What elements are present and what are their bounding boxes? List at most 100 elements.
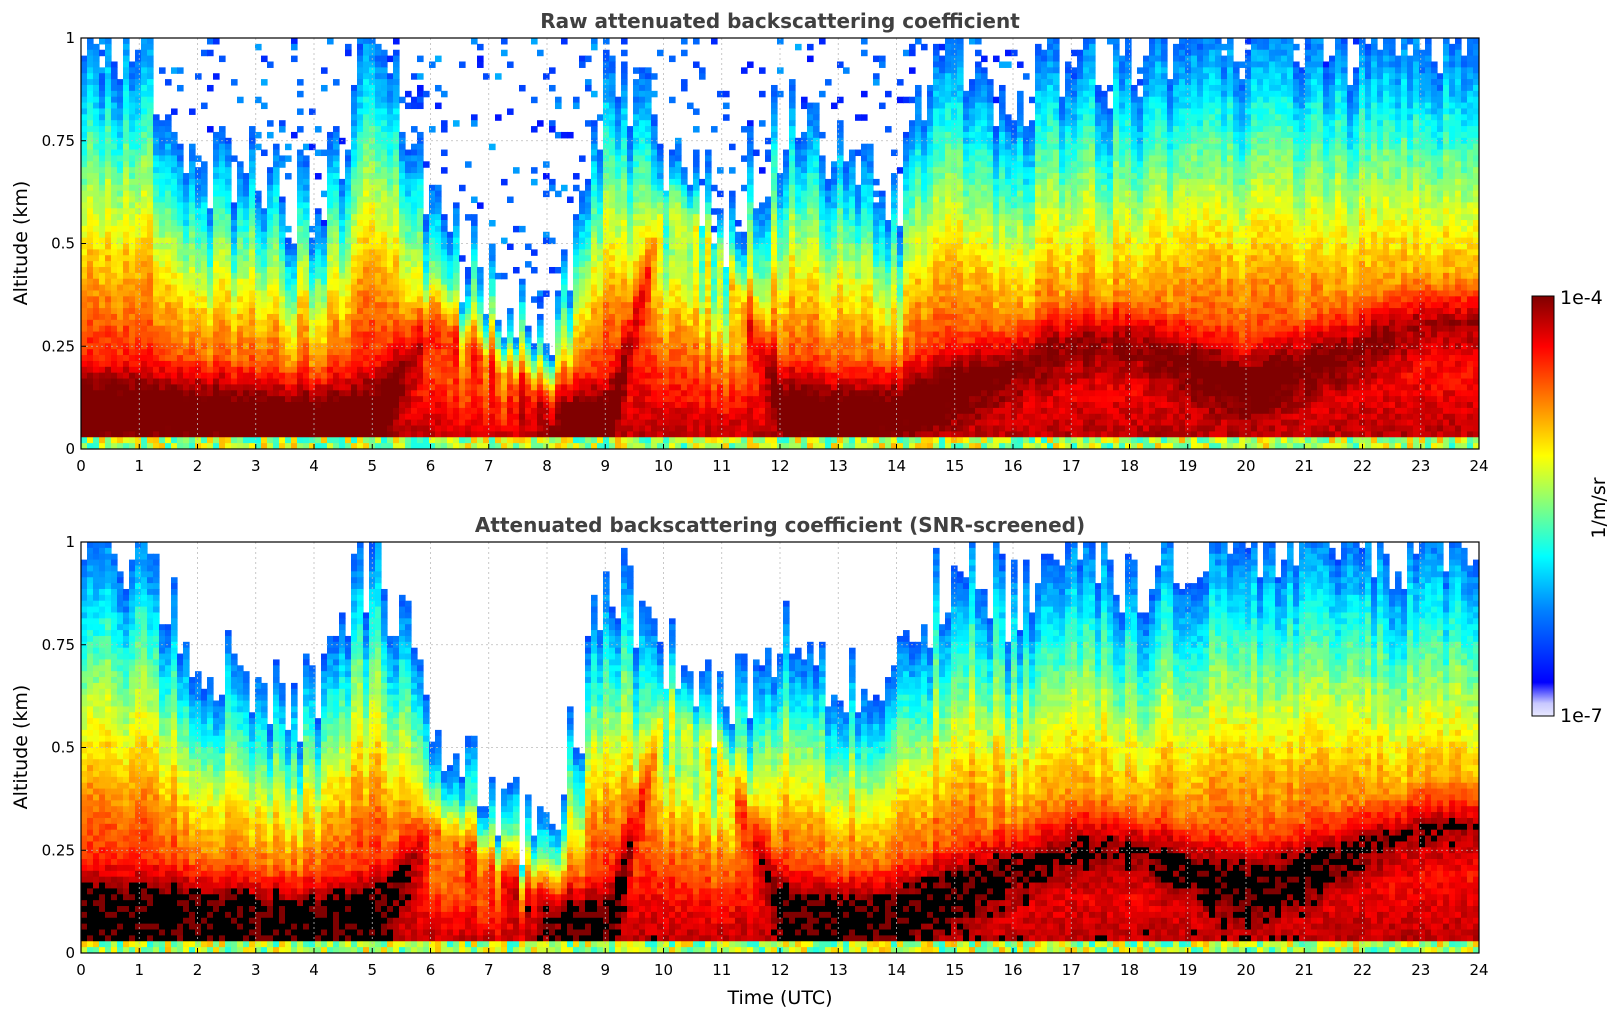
heatmap-cell <box>195 378 202 386</box>
heatmap-cell <box>345 155 352 162</box>
heatmap-cell <box>441 419 448 427</box>
heatmap-cell <box>615 319 622 327</box>
heatmap-cell <box>603 402 610 409</box>
heatmap-cell <box>603 178 610 186</box>
heatmap-cell <box>243 360 250 368</box>
heatmap-cell <box>369 378 376 386</box>
heatmap-cell <box>513 337 520 344</box>
heatmap-cell <box>579 284 586 292</box>
heatmap-cell <box>381 413 388 421</box>
heatmap-cell <box>111 90 118 98</box>
heatmap-cell <box>219 178 226 186</box>
heatmap-cell <box>399 237 406 245</box>
heatmap-cell <box>303 372 310 380</box>
heatmap-cell <box>225 255 232 262</box>
heatmap-cell <box>189 202 196 209</box>
heatmap-cell <box>387 360 394 368</box>
heatmap-cell <box>501 425 508 432</box>
heatmap-cell <box>129 96 136 104</box>
heatmap-cell <box>81 313 88 321</box>
heatmap-cell <box>279 208 286 215</box>
heatmap-cell <box>249 190 256 198</box>
heatmap-cell <box>99 231 106 239</box>
heatmap-cell <box>147 378 154 386</box>
heatmap-cell <box>363 220 370 227</box>
heatmap-cell <box>633 237 640 245</box>
heatmap-cell <box>99 396 106 403</box>
heatmap-cell <box>387 102 394 110</box>
heatmap-cell <box>165 266 172 274</box>
heatmap-cell <box>237 214 244 221</box>
heatmap-cell <box>573 425 580 432</box>
heatmap-cell <box>549 431 556 438</box>
heatmap-cell <box>261 231 268 239</box>
heatmap-cell <box>105 90 112 98</box>
heatmap-cell <box>417 378 424 386</box>
heatmap-cell <box>87 202 94 209</box>
heatmap-cell <box>213 202 220 209</box>
heatmap-cell <box>621 149 628 157</box>
heatmap-cell <box>177 220 184 227</box>
heatmap-cell <box>153 319 160 327</box>
heatmap-cell <box>351 167 358 174</box>
heatmap-cell <box>81 55 88 63</box>
heatmap-cell <box>411 231 418 239</box>
heatmap-cell <box>519 278 526 286</box>
heatmap-cell <box>375 225 382 233</box>
heatmap-cell <box>285 266 292 274</box>
heatmap-cell <box>117 237 124 245</box>
heatmap-cell <box>603 319 610 327</box>
heatmap-cell <box>297 208 304 215</box>
heatmap-cell <box>477 278 484 286</box>
heatmap-cell <box>99 355 106 362</box>
heatmap-cell <box>99 108 106 115</box>
heatmap-cell <box>297 284 304 292</box>
heatmap-cell <box>261 225 268 233</box>
heatmap-cell <box>273 190 280 198</box>
heatmap-cell <box>447 431 454 438</box>
heatmap-cell <box>333 284 340 292</box>
heatmap-cell <box>531 425 538 432</box>
heatmap-cell <box>321 407 328 415</box>
heatmap-cell <box>195 313 202 321</box>
heatmap-cell <box>387 313 394 321</box>
heatmap-cell <box>147 126 154 133</box>
heatmap-cell <box>351 402 358 409</box>
heatmap-cell <box>195 243 202 250</box>
heatmap-cell <box>165 296 172 303</box>
heatmap-cell <box>441 167 448 174</box>
heatmap-cell <box>327 161 334 168</box>
heatmap-cell <box>615 337 622 344</box>
heatmap-cell <box>417 161 424 168</box>
heatmap-cell <box>129 126 136 133</box>
heatmap-cell <box>147 325 154 333</box>
heatmap-cell <box>483 437 490 444</box>
heatmap-cell <box>363 443 370 449</box>
heatmap-cell <box>117 249 124 256</box>
heatmap-cell <box>165 220 172 227</box>
heatmap-cell <box>327 302 334 309</box>
heatmap-cell <box>579 384 586 391</box>
heatmap-cell <box>465 402 472 409</box>
heatmap-cell <box>339 290 346 297</box>
heatmap-cell <box>201 214 208 221</box>
heatmap-cell <box>219 196 226 203</box>
heatmap-cell <box>315 313 322 321</box>
heatmap-cell <box>99 255 106 262</box>
heatmap-cell <box>135 278 142 286</box>
heatmap-cell <box>93 302 100 309</box>
heatmap-cell <box>591 231 598 239</box>
heatmap-cell <box>561 284 568 292</box>
heatmap-cell <box>111 313 118 321</box>
heatmap-cell <box>237 190 244 198</box>
heatmap-cell <box>195 290 202 297</box>
heatmap-cell <box>189 108 196 115</box>
heatmap-cell <box>615 366 622 374</box>
heatmap-cell <box>591 325 598 333</box>
heatmap-cell <box>543 402 550 409</box>
heatmap-cell <box>303 431 310 438</box>
heatmap-cell <box>309 284 316 292</box>
heatmap-cell <box>87 302 94 309</box>
heatmap-cell <box>111 167 118 174</box>
heatmap-cell <box>321 266 328 274</box>
